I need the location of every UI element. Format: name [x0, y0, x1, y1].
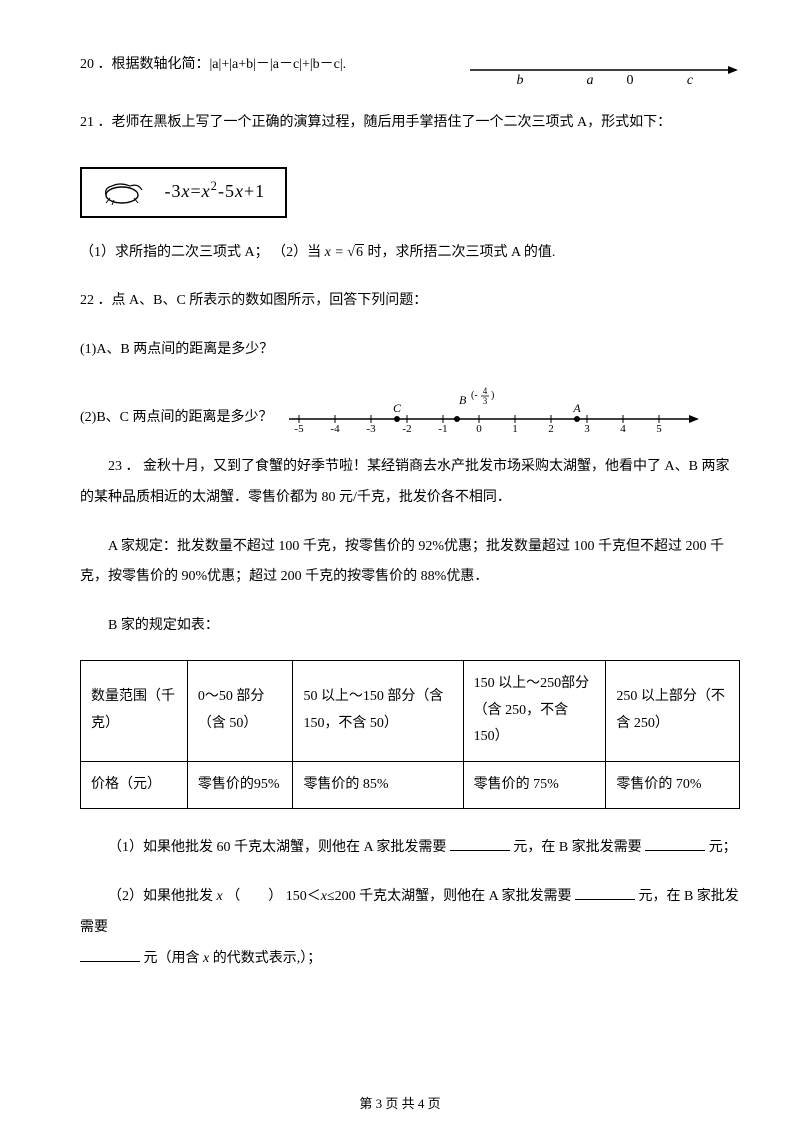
q23-sub2-paren: （ ） — [226, 889, 282, 904]
svg-text:5: 5 — [656, 423, 662, 434]
cell-r2c2: 零售价的95% — [187, 761, 293, 809]
cell-r2c5: 零售价的 70% — [606, 761, 740, 809]
q20-text: ．根据数轴化简：|a|+|a+b|－|a－c|+|b－c|. — [98, 57, 347, 72]
svg-text:-4: -4 — [330, 423, 340, 434]
cell-r1c1: 数量范围（千克） — [81, 661, 188, 762]
q23-sub2-a: （2）如果他批发 — [108, 889, 213, 904]
svg-text:B: B — [459, 393, 467, 407]
svg-text:-1: -1 — [438, 423, 447, 434]
page-footer: 第 3 页 共 4 页 — [0, 1093, 800, 1112]
q20-number: 20 — [80, 57, 94, 72]
q22-sub2: (2)B、C 两点间的距离是多少？ — [80, 403, 273, 434]
q21-subquestions: （1）求所指的二次三项式 A； （2）当 x = √6 时，求所捂二次三项式 A… — [80, 238, 740, 269]
q21-sub1-tail: 时，求所捂二次三项式 A 的值. — [367, 245, 555, 260]
table-row: 数量范围（千克） 0～50 部分（含 50） 50 以上～150 部分（含150… — [81, 661, 740, 762]
q23-sub1-a: （1）如果他批发 60 千克太湖蟹，则他在 A 家批发需要 — [108, 840, 446, 855]
q23-sub2-tail: 的代数式表示,）； — [213, 951, 322, 966]
q23-number: 23 — [108, 459, 122, 474]
cell-r2c3: 零售价的 85% — [293, 761, 463, 809]
blank-input[interactable] — [80, 947, 140, 962]
svg-text:-5: -5 — [294, 423, 304, 434]
question-23: 23 ． 金秋十月，又到了食蟹的好季节啦！某经销商去水产批发市场采购太湖蟹，他看… — [80, 452, 740, 514]
q22-text: ．点 A、B、C 所表示的数如图所示，回答下列问题： — [98, 293, 428, 308]
q23-para-b: B 家的规定如表： — [80, 611, 740, 642]
question-22: 22 ．点 A、B、C 所表示的数如图所示，回答下列问题： — [80, 286, 740, 317]
svg-text:1: 1 — [512, 423, 518, 434]
svg-text:3: 3 — [584, 423, 590, 434]
q22-numberline: -5-4-3-2-1012345 C B (- 4 3 ) A — [279, 384, 699, 434]
cell-r1c3: 50 以上～150 部分（含150，不含 50） — [293, 661, 463, 762]
svg-text:4: 4 — [482, 386, 487, 396]
q23-sub1-b: 元，在 B 家批发需要 — [513, 840, 641, 855]
q23-sub2: （2）如果他批发 x （ ） 150＜x≤200 千克太湖蟹，则他在 A 家批发… — [80, 882, 740, 974]
q23-para-a: A 家规定：批发数量不超过 100 千克，按零售价的 92%优惠；批发数量超过 … — [80, 532, 740, 594]
svg-text:0: 0 — [476, 423, 482, 434]
q21-equation-text: -3x=x2-5x+1 — [154, 181, 266, 201]
q21-equation-box: -3x=x2-5x+1 — [80, 167, 287, 218]
question-21: 21 ．老师在黑板上写了一个正确的演算过程，随后用手掌捂住了一个二次三项式 A，… — [80, 108, 740, 139]
svg-text:b: b — [517, 73, 524, 88]
svg-text:A: A — [572, 401, 581, 415]
table-row: 价格（元） 零售价的95% 零售价的 85% 零售价的 75% 零售价的 70% — [81, 761, 740, 809]
q21-number: 21 — [80, 115, 94, 130]
question-20: 20 ．根据数轴化简：|a|+|a+b|－|a－c|+|b－c|. b a 0 … — [80, 50, 740, 90]
q20-numberline: b a 0 c — [460, 50, 740, 90]
q23-sub1: （1）如果他批发 60 千克太湖蟹，则他在 A 家批发需要 元，在 B 家批发需… — [80, 833, 740, 864]
q23-sub2-mid: 千克太湖蟹，则他在 A 家批发需要 — [359, 889, 571, 904]
svg-text:c: c — [687, 73, 694, 88]
q22-sub1: (1)A、B 两点间的距离是多少？ — [80, 335, 740, 366]
svg-text:-3: -3 — [366, 423, 376, 434]
q23-sub2-c: 元（用含 — [144, 951, 200, 966]
svg-text:2: 2 — [548, 423, 554, 434]
cell-r2c4: 零售价的 75% — [463, 761, 606, 809]
svg-text:(-: (- — [471, 390, 478, 401]
cell-r2c1: 价格（元） — [81, 761, 188, 809]
svg-text:C: C — [392, 401, 401, 415]
q23-sub2-range: 150＜x≤200 — [286, 889, 356, 904]
q23-sub2-x: x — [217, 889, 223, 904]
svg-text:4: 4 — [620, 423, 626, 434]
svg-text:3: 3 — [482, 396, 487, 406]
q22-number: 22 — [80, 293, 94, 308]
q23-table: 数量范围（千克） 0～50 部分（含 50） 50 以上～150 部分（含150… — [80, 660, 740, 809]
q23-text: ． 金秋十月，又到了食蟹的好季节啦！某经销商去水产批发市场采购太湖蟹，他看中了 … — [80, 459, 729, 505]
svg-text:-2: -2 — [402, 423, 411, 434]
blank-input[interactable] — [645, 836, 705, 851]
q22-sub2-row: (2)B、C 两点间的距离是多少？ -5-4-3-2-1012345 C B (… — [80, 384, 740, 434]
page: 20 ．根据数轴化简：|a|+|a+b|－|a－c|+|b－c|. b a 0 … — [0, 0, 800, 1132]
q23-sub1-c: 元； — [709, 840, 737, 855]
blank-input[interactable] — [450, 836, 510, 851]
q23-sub2-x2: x — [203, 951, 209, 966]
q21-text: ．老师在黑板上写了一个正确的演算过程，随后用手掌捂住了一个二次三项式 A，形式如… — [98, 115, 672, 130]
cell-r1c5: 250 以上部分（不含 250） — [606, 661, 740, 762]
svg-text:0: 0 — [627, 73, 634, 88]
q21-sub1-a: （1）求所指的二次三项式 A； （2）当 — [80, 245, 321, 260]
cell-r1c2: 0～50 部分（含 50） — [187, 661, 293, 762]
svg-text:): ) — [491, 390, 494, 401]
blank-input[interactable] — [575, 885, 635, 900]
svg-text:a: a — [587, 73, 594, 88]
q21-sqrt: x = √6 — [325, 244, 364, 260]
cell-r1c4: 150 以上～250部分（含 250，不含 150） — [463, 661, 606, 762]
hand-icon — [102, 180, 148, 206]
